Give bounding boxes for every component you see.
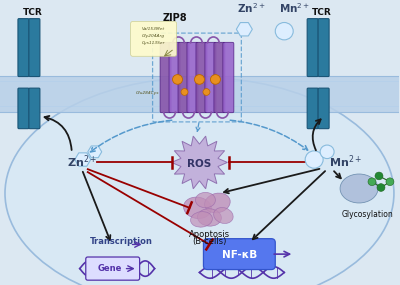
FancyBboxPatch shape: [318, 19, 329, 77]
FancyBboxPatch shape: [187, 42, 198, 113]
Circle shape: [275, 23, 293, 40]
FancyBboxPatch shape: [196, 42, 207, 113]
Circle shape: [375, 172, 383, 180]
Text: Val153Met: Val153Met: [142, 27, 165, 31]
FancyBboxPatch shape: [307, 19, 318, 77]
Circle shape: [181, 89, 188, 95]
Ellipse shape: [198, 209, 221, 226]
Text: Transcription: Transcription: [90, 237, 153, 247]
FancyBboxPatch shape: [18, 19, 29, 77]
Circle shape: [203, 89, 210, 95]
Circle shape: [386, 178, 394, 186]
Text: TCR: TCR: [23, 8, 43, 17]
Text: Mn$^{2+}$: Mn$^{2+}$: [279, 1, 310, 15]
Ellipse shape: [5, 78, 394, 285]
FancyBboxPatch shape: [307, 88, 318, 129]
Text: Zn$^{2+}$: Zn$^{2+}$: [67, 153, 97, 170]
FancyBboxPatch shape: [18, 88, 29, 129]
Text: Zn$^{2+}$: Zn$^{2+}$: [237, 1, 266, 15]
Circle shape: [320, 145, 334, 158]
Text: NF-κB: NF-κB: [222, 250, 257, 260]
FancyBboxPatch shape: [86, 257, 140, 280]
FancyBboxPatch shape: [29, 19, 40, 77]
Text: ZIP8: ZIP8: [162, 13, 187, 23]
FancyBboxPatch shape: [214, 42, 225, 113]
Ellipse shape: [214, 207, 233, 223]
Ellipse shape: [340, 174, 378, 203]
Polygon shape: [88, 146, 102, 158]
FancyBboxPatch shape: [169, 42, 180, 113]
Text: Glu284Cys: Glu284Cys: [136, 91, 159, 95]
Text: Glycosylation: Glycosylation: [341, 210, 393, 219]
Polygon shape: [172, 136, 227, 189]
Text: TCR: TCR: [312, 8, 332, 17]
Circle shape: [210, 75, 220, 84]
Text: ROS: ROS: [187, 159, 212, 169]
Text: Gene: Gene: [98, 264, 122, 273]
Circle shape: [368, 178, 376, 186]
FancyBboxPatch shape: [0, 76, 399, 112]
Circle shape: [172, 75, 182, 84]
Polygon shape: [236, 23, 252, 36]
FancyBboxPatch shape: [204, 239, 275, 270]
Ellipse shape: [190, 211, 212, 227]
Text: Mn$^{2+}$: Mn$^{2+}$: [329, 153, 362, 170]
Text: (B-cells): (B-cells): [192, 237, 227, 246]
FancyBboxPatch shape: [318, 88, 329, 129]
FancyBboxPatch shape: [160, 42, 171, 113]
Ellipse shape: [184, 197, 211, 219]
FancyBboxPatch shape: [205, 42, 216, 113]
FancyBboxPatch shape: [131, 22, 176, 56]
Ellipse shape: [205, 193, 230, 213]
FancyBboxPatch shape: [29, 88, 40, 129]
Circle shape: [377, 184, 385, 192]
Circle shape: [305, 151, 323, 168]
Ellipse shape: [196, 192, 216, 208]
Polygon shape: [75, 153, 91, 166]
Circle shape: [194, 75, 204, 84]
Text: Gly204Arg: Gly204Arg: [142, 34, 165, 38]
FancyBboxPatch shape: [223, 42, 234, 113]
Text: Cys113Ser: Cys113Ser: [142, 41, 165, 45]
Text: Apoptosis: Apoptosis: [189, 230, 230, 239]
FancyBboxPatch shape: [178, 42, 189, 113]
